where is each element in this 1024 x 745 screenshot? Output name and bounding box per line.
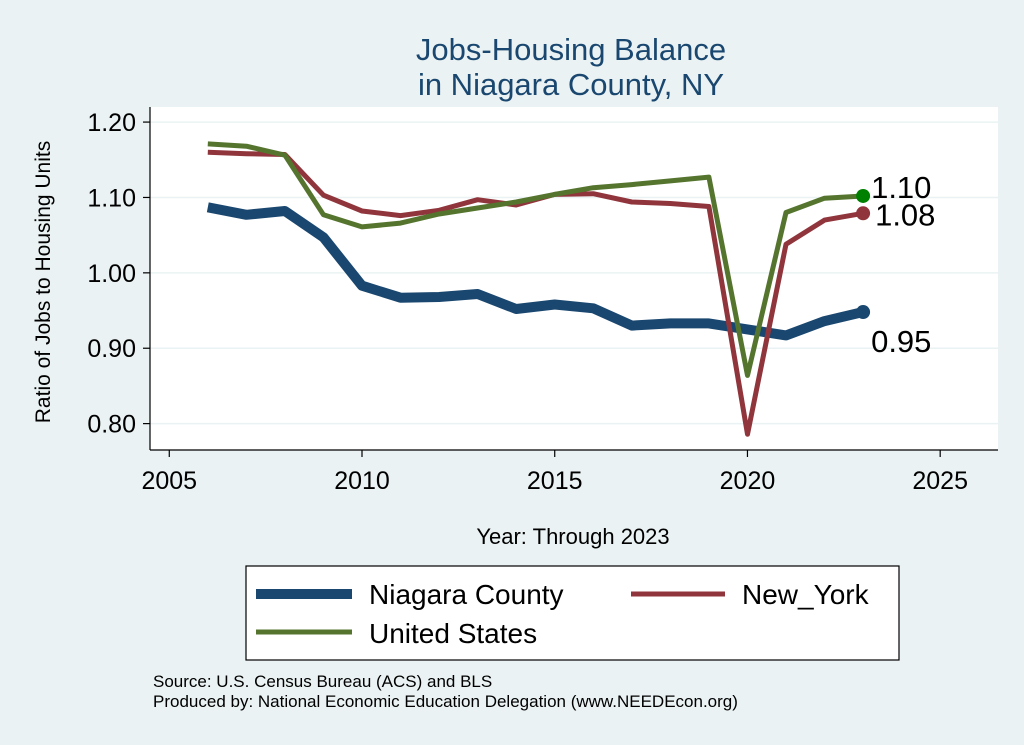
legend: Niagara County New_York United States [256,579,870,649]
end-marker-niagara-county [856,305,871,320]
chart-title-line-2: in Niagara County, NY [418,67,724,102]
series-line-niagara-county [206,202,865,341]
y-tick-label: 1.00 [87,260,136,288]
chart-title-line-1: Jobs-Housing Balance [416,32,726,67]
end-marker-united-states [856,188,871,203]
y-tick-label: 1.10 [87,184,136,212]
series-line-united-states [207,141,864,378]
y-axis-label: Ratio of Jobs to Housing Units [32,141,55,423]
legend-label-new-york: New_York [742,579,870,610]
x-axis-ticks: 2005 2010 2015 2020 2025 [141,450,968,495]
end-labels: 0.95 1.081.10 [871,170,935,359]
end-markers [856,188,871,320]
end-label-united-states: 1.10 [871,170,931,205]
y-tick-label: 1.20 [87,109,136,137]
source-line: Source: U.S. Census Bureau (ACS) and BLS [153,672,493,691]
end-label-niagara-county: 0.95 [871,324,931,359]
legend-label-united-states: United States [369,618,537,649]
y-axis-ticks: 0.80 0.90 1.00 1.10 1.20 [87,109,150,439]
source-note: Source: U.S. Census Bureau (ACS) and BLS… [153,672,738,712]
end-label-new-york: 1.08 [875,197,935,232]
x-tick-label: 2005 [141,467,197,495]
legend-label-niagara-county: Niagara County [369,579,564,610]
plot-area [150,107,998,450]
x-tick-label: 2020 [720,467,776,495]
y-tick-label: 0.90 [87,335,136,363]
legend-box [245,565,900,661]
x-tick-label: 2015 [527,467,583,495]
producer-line: Produced by: National Economic Education… [153,692,738,711]
x-tick-label: 2025 [912,467,968,495]
y-tick-label: 0.80 [87,411,136,439]
end-marker-new-york [856,206,871,221]
x-tick-label: 2010 [334,467,390,495]
x-axis-label: Year: Through 2023 [476,524,669,549]
series-lines [206,141,865,437]
